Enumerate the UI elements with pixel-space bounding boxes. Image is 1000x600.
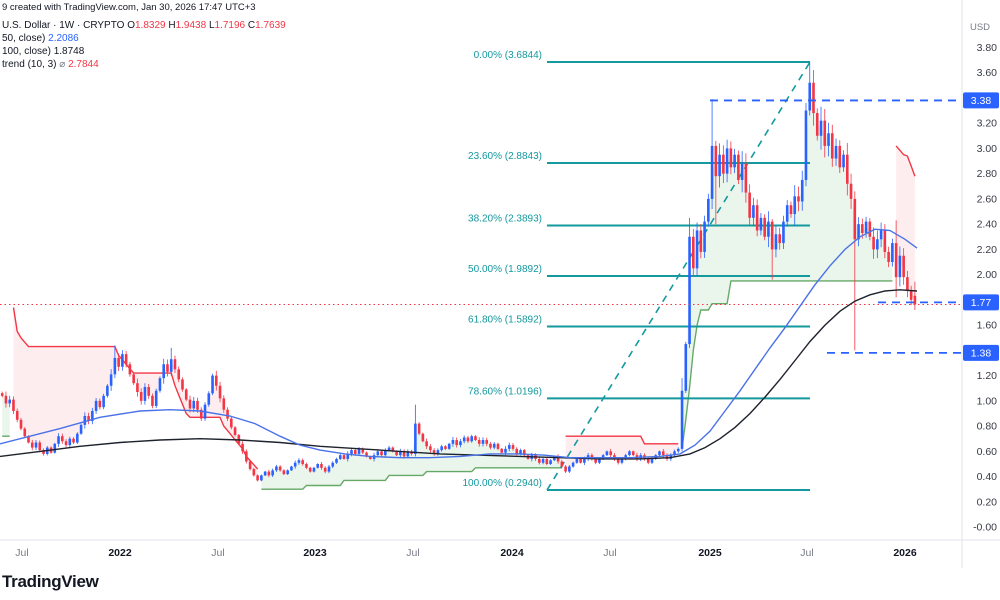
symbol-title-part: L <box>206 19 215 31</box>
price-axis-tick: 1.00 <box>977 395 998 407</box>
indicator-label: 50, close) <box>2 32 49 44</box>
time-axis-year-label: 2024 <box>500 547 524 559</box>
price-axis-tick: 2.60 <box>977 193 998 205</box>
ma100-line <box>0 289 918 460</box>
indicator-value: 1.8748 <box>53 45 85 57</box>
symbol-title-part: 1.8329 <box>135 19 166 31</box>
symbol-title-part: 1.7639 <box>255 19 286 31</box>
symbol-title-part: C <box>245 19 256 31</box>
price-axis-tick: 0.60 <box>977 446 998 458</box>
time-axis[interactable]: Jul 2022 Jul 2023 Jul 2024 Jul 2025 Jul 2026 <box>15 547 917 559</box>
indicator-value: 2.2086 <box>48 32 79 44</box>
attribution-text: 9 created with TradingView.com, Jan 30, … <box>2 2 256 13</box>
fib-level-label: 38.20% (2.3893) <box>468 213 542 224</box>
price-badge[interactable] <box>963 92 999 109</box>
price-badge-label: 1.38 <box>971 347 992 359</box>
time-axis-month-label: Jul <box>15 547 28 559</box>
price-badge-label: 3.38 <box>971 95 992 107</box>
price-badge[interactable] <box>963 344 999 361</box>
fib-level-label: 0.00% (3.6844) <box>474 50 542 61</box>
symbol-title-part: O <box>124 19 135 31</box>
price-axis[interactable]: USD 3.80 3.60 3.20 3.00 2.80 2.60 2.40 2.20 2.00 1… <box>0 0 1000 568</box>
price-axis-tick: -0.00 <box>973 522 997 534</box>
price-axis-tick: 3.20 <box>977 118 998 130</box>
tradingview-logo[interactable]: TradingView <box>2 572 99 591</box>
price-axis-unit: USD <box>970 22 990 33</box>
time-axis-month-label: Jul <box>603 547 616 559</box>
indicator-row[interactable]: 50, close) 2.2086 <box>2 32 286 44</box>
price-axis-tick: 2.40 <box>977 219 998 231</box>
price-axis-tick: 3.00 <box>977 143 998 155</box>
fib-level-label: 61.80% (1.5892) <box>468 314 542 325</box>
price-badge[interactable] <box>963 294 999 311</box>
price-axis-tick: 1.20 <box>977 370 998 382</box>
symbol-title-part: 1.9438 <box>175 19 207 31</box>
price-axis-tick: 0.20 <box>977 496 998 508</box>
indicator-row[interactable]: 100, close) 1.8748 <box>2 45 286 57</box>
price-axis-tick: 0.40 <box>977 471 998 483</box>
price-axis-tick: 0.80 <box>977 421 998 433</box>
time-axis-month-label: Jul <box>211 547 224 559</box>
time-axis-month-label: Jul <box>800 547 813 559</box>
chart-legend[interactable]: 9 created with TradingView.com, Jan 30, … <box>2 3 286 73</box>
indicator-value: 2.7844 <box>68 58 99 70</box>
price-axis-tick: 1.60 <box>977 320 998 332</box>
price-axis-tick: 2.80 <box>977 168 998 180</box>
fib-level-label: 100.00% (0.2940) <box>462 478 542 489</box>
symbol-ohlc-row[interactable]: U.S. Dollar · 1W · CRYPTO O1.8329 H1.943… <box>2 19 286 31</box>
symbol-title-part: 1.7196 <box>214 19 246 31</box>
fibonacci-retracement[interactable]: 0.00% (3.6844) 23.60% (2.8843) 38.20% (2.3… <box>462 50 811 491</box>
price-axis-tick: 3.80 <box>977 42 998 54</box>
price-axis-tick: 2.20 <box>977 244 998 256</box>
price-level-lines[interactable]: 3.38 1.77 1.38 <box>710 92 999 361</box>
price-axis-tick: 3.60 <box>977 67 998 79</box>
indicator-label: 100, close) <box>2 45 54 57</box>
price-axis-tick: 2.00 <box>977 269 998 281</box>
moving-averages <box>0 228 918 460</box>
time-axis-month-label: Jul <box>406 547 419 559</box>
fib-level-label: 78.60% (1.0196) <box>468 386 542 397</box>
symbol-title-part: H <box>165 19 176 31</box>
ma50-line <box>0 228 918 459</box>
supertrend-indicator <box>2 96 916 490</box>
time-axis-year-label: 2023 <box>303 547 327 559</box>
time-axis-year-label: 2022 <box>108 547 132 559</box>
price-badge-label: 1.77 <box>971 297 992 309</box>
time-axis-year-label: 2026 <box>893 547 917 559</box>
indicator-extra: ⌀ <box>59 58 69 70</box>
indicator-row[interactable]: trend (10, 3) ⌀ 2.7844 <box>2 58 286 70</box>
time-axis-year-label: 2025 <box>698 547 722 559</box>
fib-level-label: 50.00% (1.9892) <box>468 264 542 275</box>
indicator-label: trend (10, 3) <box>2 58 60 70</box>
symbol-title-part: U.S. Dollar · 1W · CRYPTO <box>2 19 125 31</box>
fib-level-label: 23.60% (2.8843) <box>468 151 542 162</box>
